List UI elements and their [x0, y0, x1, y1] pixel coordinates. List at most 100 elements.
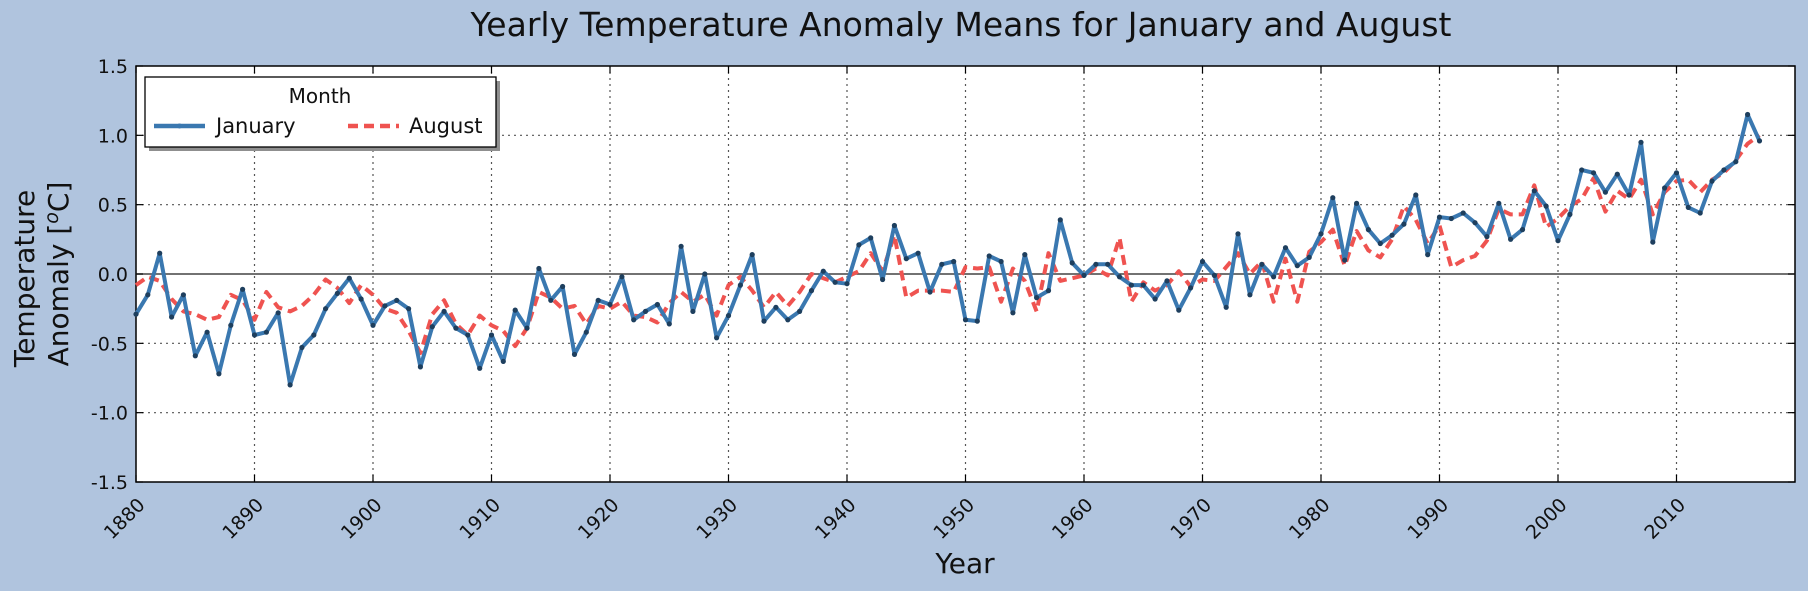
- january-point: [1484, 234, 1490, 240]
- x-tick-label: 1940: [811, 494, 861, 544]
- january-point: [1211, 272, 1217, 278]
- january-point: [1188, 285, 1194, 291]
- january-point: [832, 279, 838, 285]
- january-point: [1531, 188, 1537, 194]
- january-point: [1271, 274, 1277, 280]
- january-point: [157, 250, 163, 256]
- january-point: [323, 306, 329, 312]
- january-point: [1650, 239, 1656, 245]
- y-axis: -1.5 -1.0 -0.5 0.0 0.5 1.0 1.5: [91, 56, 1795, 494]
- january-point: [1425, 252, 1431, 258]
- january-point: [465, 332, 471, 338]
- january-point: [1282, 245, 1289, 251]
- january-point: [1448, 215, 1454, 222]
- january-point: [1662, 185, 1668, 191]
- y-tick-label: 1.5: [98, 56, 128, 78]
- january-point: [394, 297, 400, 303]
- january-point: [844, 281, 850, 287]
- legend-title: Month: [289, 84, 352, 108]
- january-point: [512, 307, 518, 313]
- january-point: [1685, 204, 1691, 210]
- y-axis-label-line2: Anomaly [oC]: [41, 182, 75, 367]
- x-tick-label: 1900: [337, 494, 387, 544]
- january-point: [1045, 288, 1052, 294]
- y-axis-label-line1: Temperature: [8, 190, 41, 368]
- january-point: [500, 358, 506, 364]
- january-point: [820, 268, 826, 274]
- january-point: [1436, 214, 1443, 220]
- january-point: [1247, 292, 1253, 298]
- january-point: [690, 308, 696, 314]
- january-point: [1555, 238, 1561, 244]
- y-tick-label: -0.5: [91, 333, 128, 355]
- january-point: [417, 364, 423, 370]
- january-point: [1508, 236, 1514, 242]
- january-point: [1579, 167, 1585, 173]
- january-point: [169, 314, 175, 320]
- january-point: [1460, 210, 1466, 216]
- january-point: [891, 222, 898, 229]
- january-point: [1140, 282, 1146, 288]
- january-point: [548, 297, 554, 303]
- x-tick-label: 1930: [692, 494, 742, 544]
- january-point: [251, 332, 258, 338]
- january-point: [654, 301, 661, 308]
- january-point: [477, 365, 483, 371]
- january-point: [370, 322, 376, 328]
- january-point: [1022, 252, 1028, 258]
- y-tick-label: 0.5: [98, 195, 128, 217]
- january-point: [773, 304, 779, 310]
- january-point: [406, 306, 412, 312]
- y-axis-label-sup: o: [41, 212, 63, 224]
- january-point: [1294, 263, 1300, 269]
- january-point: [583, 329, 589, 335]
- january-point: [1626, 192, 1632, 198]
- january-point: [441, 308, 447, 314]
- january-point: [1638, 139, 1644, 145]
- january-point: [263, 329, 269, 335]
- january-point: [346, 275, 352, 281]
- january-point: [311, 332, 317, 338]
- january-point: [986, 253, 992, 259]
- january-point: [1733, 159, 1739, 165]
- january-point: [1377, 240, 1383, 247]
- january-point: [1318, 231, 1324, 237]
- january-point: [1235, 231, 1241, 237]
- january-point: [1105, 261, 1111, 267]
- january-point: [1306, 254, 1312, 260]
- x-tick-label: 1880: [100, 494, 150, 544]
- x-tick-label: 2010: [1640, 494, 1690, 544]
- legend-january-marker: [177, 123, 182, 129]
- january-point: [560, 283, 566, 290]
- legend-august-label: August: [409, 114, 483, 138]
- january-point: [453, 325, 459, 331]
- january-point: [1745, 111, 1751, 118]
- january-point: [1709, 178, 1715, 184]
- january-point: [358, 296, 364, 302]
- january-point: [275, 310, 281, 316]
- january-point: [192, 353, 198, 359]
- january-point: [1365, 227, 1371, 233]
- january-point: [1176, 307, 1182, 313]
- january-point: [1543, 203, 1549, 209]
- january-point: [927, 289, 933, 295]
- january-point: [1519, 227, 1526, 233]
- january-point: [808, 288, 815, 294]
- y-tick-label: 0.0: [98, 264, 128, 286]
- january-point: [1223, 304, 1229, 310]
- january-point: [1093, 261, 1099, 267]
- january-point: [856, 242, 862, 248]
- january-point: [642, 308, 649, 314]
- legend-box: [144, 76, 497, 148]
- january-point: [1010, 310, 1016, 316]
- x-axis-label: Year: [934, 547, 995, 580]
- january-point: [1034, 295, 1040, 301]
- x-tick-label: 1920: [574, 494, 624, 544]
- x-tick-label: 1910: [455, 494, 505, 544]
- january-point: [868, 235, 874, 241]
- january-point: [1128, 282, 1134, 288]
- january-point: [287, 382, 293, 388]
- january-point: [524, 325, 530, 331]
- january-point: [619, 274, 625, 280]
